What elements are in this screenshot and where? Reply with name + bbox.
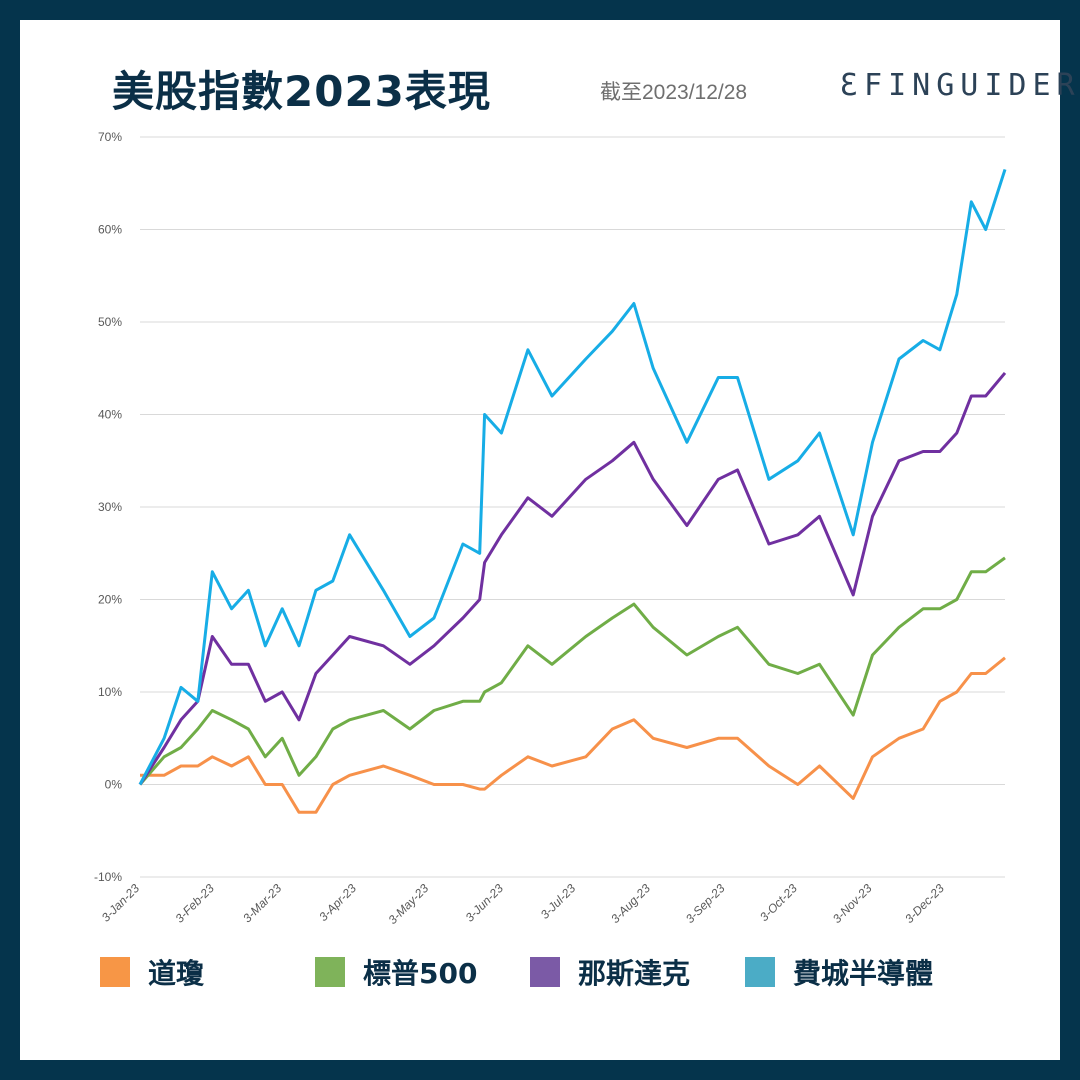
x-tick-label: 3-Jun-23 <box>463 881 507 925</box>
legend-label: 那斯達克 <box>578 957 691 990</box>
legend-swatch <box>315 957 345 987</box>
x-tick-label: 3-Mar-23 <box>240 881 284 925</box>
y-tick-label: 40% <box>98 408 122 422</box>
x-tick-label: 3-Nov-23 <box>830 881 875 926</box>
series-line-費城半導體 <box>138 168 1007 786</box>
y-tick-label: 0% <box>105 778 123 792</box>
legend-item: 道瓊 <box>100 952 315 992</box>
y-tick-label: 50% <box>98 315 122 329</box>
legend-item: 標普500 <box>315 952 530 992</box>
y-tick-label: 60% <box>98 223 122 237</box>
finguider-logo: ƐFINGUIDER <box>840 68 1080 103</box>
y-tick-label: -10% <box>94 870 122 884</box>
x-tick-label: 3-Feb-23 <box>172 881 217 926</box>
x-tick-label: 3-Sep-23 <box>683 881 728 926</box>
series-line-標普500 <box>138 556 1006 786</box>
y-tick-label: 20% <box>98 593 122 607</box>
as-of-date: 截至2023/12/28 <box>600 81 748 104</box>
legend: 道瓊 標普500 那斯達克 費城半導體 <box>100 952 960 992</box>
legend-label: 標普500 <box>363 957 478 990</box>
y-tick-label: 70% <box>98 130 122 144</box>
legend-item: 那斯達克 <box>530 952 745 992</box>
legend-label: 費城半導體 <box>793 957 934 990</box>
page-title: 美股指數2023表現 <box>112 67 491 116</box>
x-tick-label: 3-Jan-23 <box>99 881 143 925</box>
x-tick-label: 3-Oct-23 <box>757 881 800 924</box>
y-tick-label: 10% <box>98 685 122 699</box>
y-tick-label: 30% <box>98 500 122 514</box>
x-tick-label: 3-Jul-23 <box>538 881 579 922</box>
legend-label: 道瓊 <box>148 957 205 990</box>
legend-item: 費城半導體 <box>745 952 960 992</box>
series-line-道瓊 <box>140 656 1006 814</box>
legend-swatch <box>745 957 775 987</box>
legend-swatch <box>530 957 560 987</box>
chart-card: 美股指數2023表現 截至2023/12/28 ƐFINGUIDER <box>20 20 1075 1060</box>
series-line-那斯達克 <box>138 371 1007 786</box>
x-tick-label: 3-Apr-23 <box>316 881 359 924</box>
x-tick-label: 3-May-23 <box>386 881 432 927</box>
x-tick-label: 3-Aug-23 <box>608 881 653 926</box>
x-tick-label: 3-Dec-23 <box>902 881 947 926</box>
legend-swatch <box>100 957 130 987</box>
